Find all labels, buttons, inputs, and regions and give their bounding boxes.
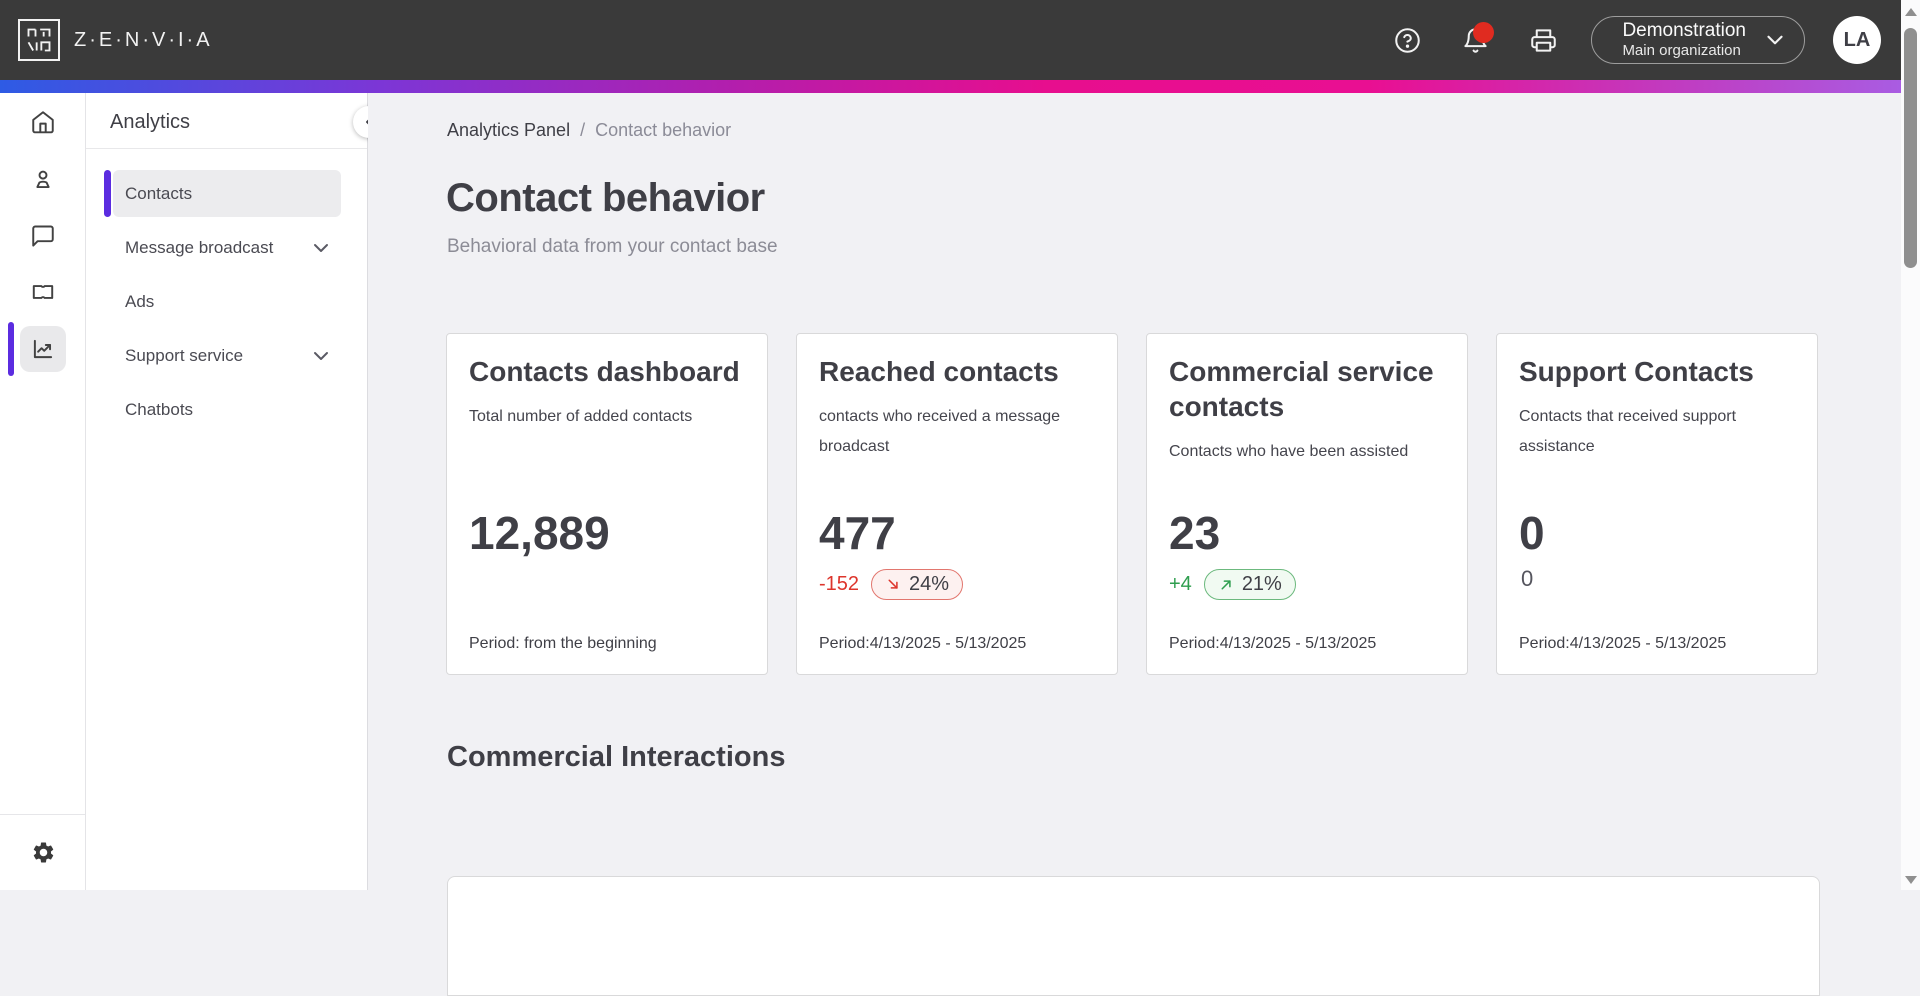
card-period: Period:4/13/2025 - 5/13/2025: [1169, 635, 1377, 652]
breadcrumb-parent-link[interactable]: Analytics Panel: [447, 120, 571, 140]
user-avatar[interactable]: LA: [1833, 16, 1881, 64]
delta-value: -152: [819, 572, 860, 595]
notification-badge: [1473, 22, 1495, 43]
menu-item-label: Ads: [125, 291, 155, 311]
breadcrumb: Analytics Panel / Contact behavior: [447, 120, 731, 141]
trend-row: -152 24%: [819, 568, 964, 600]
print-button[interactable]: [1523, 20, 1563, 60]
trend-row: +4 21%: [1169, 568, 1296, 600]
brand-gradient-bar: [0, 80, 1901, 93]
organization-subtitle: Main organization: [1622, 42, 1741, 60]
trend-percent: 24%: [909, 572, 950, 595]
brand-name: Z·E·N·V·I·A: [74, 28, 213, 51]
notifications-button[interactable]: [1455, 20, 1495, 60]
stat-card-support-contacts: Support Contacts Contacts that received …: [1496, 333, 1818, 675]
menu-item-contacts[interactable]: Contacts: [104, 170, 341, 217]
page-subtitle: Behavioral data from your contact base: [447, 236, 778, 257]
trend-up-arrow-icon: [1218, 576, 1235, 593]
card-description: Contacts that received support assistanc…: [1519, 408, 1737, 455]
rail-tickets-button[interactable]: [20, 269, 66, 315]
menu-item-chatbots[interactable]: Chatbots: [113, 386, 341, 433]
analytics-menu: Contacts Message broadcast Ads Support s…: [86, 170, 367, 440]
rail-home-button[interactable]: [20, 99, 66, 145]
card-period: Period:4/13/2025 - 5/13/2025: [819, 635, 1027, 652]
trend-percent: 21%: [1241, 572, 1282, 595]
card-period: Period:4/13/2025 - 5/13/2025: [1519, 635, 1727, 652]
rail-active-indicator: [8, 322, 14, 376]
rail-divider: [0, 814, 85, 815]
conversations-chat-icon: [30, 223, 56, 249]
stat-card-contacts-dashboard: Contacts dashboard Total number of added…: [446, 333, 768, 675]
scrollbar-up-arrow[interactable]: [1905, 8, 1917, 16]
page-scrollbar[interactable]: [1901, 0, 1920, 890]
rail-analytics-button[interactable]: [20, 326, 66, 372]
trend-badge: 21%: [1203, 568, 1296, 600]
card-description: Contacts who have been assisted: [1169, 443, 1409, 460]
card-value: 12,889: [469, 507, 610, 559]
analytics-chart-icon: [30, 336, 56, 362]
contacts-person-icon: [30, 167, 56, 193]
chevron-down-icon: [1762, 27, 1788, 53]
card-title: Contacts dashboard: [469, 356, 740, 387]
zenvia-logo-icon: [18, 19, 60, 61]
top-bar: Z·E·N·V·I·A: [0, 0, 1901, 80]
menu-item-label: Message broadcast: [125, 237, 274, 257]
scrollbar-down-arrow[interactable]: [1905, 876, 1917, 884]
card-secondary-value: 0: [1521, 566, 1534, 591]
stat-card-commercial-service-contacts: Commercial service contacts Contacts who…: [1146, 333, 1468, 675]
organization-selector[interactable]: Demonstration Main organization: [1591, 16, 1805, 64]
card-period: Period: from the beginning: [469, 635, 657, 652]
breadcrumb-current: Contact behavior: [595, 120, 732, 140]
menu-item-ads[interactable]: Ads: [113, 278, 341, 325]
card-description: Total number of added contacts: [469, 408, 693, 425]
page-title: Contact behavior: [446, 176, 765, 220]
analytics-side-panel: Analytics Contacts Message broadcast Ads…: [86, 93, 368, 890]
panel-divider: [86, 148, 367, 149]
stat-card-reached-contacts: Reached contacts contacts who received a…: [796, 333, 1118, 675]
rail-contacts-button[interactable]: [20, 157, 66, 203]
help-icon: [1394, 27, 1421, 54]
rail-settings-button[interactable]: [20, 829, 66, 875]
trend-badge: 24%: [871, 568, 964, 600]
rail-conversations-button[interactable]: [20, 213, 66, 259]
menu-active-indicator: [104, 170, 111, 217]
brand-logo: Z·E·N·V·I·A: [18, 19, 213, 61]
delta-value: +4: [1169, 572, 1192, 595]
menu-item-label: Chatbots: [125, 399, 194, 419]
menu-item-message-broadcast[interactable]: Message broadcast: [113, 224, 341, 271]
card-value: 477: [819, 507, 896, 559]
commercial-interactions-card: [447, 876, 1820, 996]
chevron-down-icon: [309, 236, 333, 260]
section-title-commercial-interactions: Commercial Interactions: [447, 741, 786, 773]
scrollbar-thumb[interactable]: [1904, 28, 1917, 268]
icon-rail: [0, 93, 86, 890]
help-button[interactable]: [1387, 20, 1427, 60]
trend-down-arrow-icon: [885, 576, 902, 593]
panel-title: Analytics: [110, 111, 191, 133]
card-value: 23: [1169, 507, 1221, 559]
settings-gear-icon: [31, 840, 56, 865]
stat-cards-row: Contacts dashboard Total number of added…: [446, 333, 1818, 675]
card-title: Commercial service contacts: [1169, 356, 1434, 422]
menu-item-label: Contacts: [125, 183, 193, 203]
card-value: 0: [1519, 507, 1545, 559]
menu-item-label: Support service: [125, 345, 244, 365]
card-description: contacts who received a message broadcas…: [819, 408, 1061, 455]
main-content: Analytics Panel / Contact behavior Conta…: [368, 93, 1901, 996]
chevron-down-icon: [309, 344, 333, 368]
ticket-icon: [30, 279, 56, 305]
card-title: Support Contacts: [1519, 356, 1754, 387]
organization-name: Demonstration: [1622, 20, 1746, 42]
printer-icon: [1530, 27, 1557, 54]
card-title: Reached contacts: [819, 356, 1059, 387]
breadcrumb-separator: /: [580, 120, 586, 140]
home-icon: [30, 109, 56, 135]
menu-item-support-service[interactable]: Support service: [113, 332, 341, 379]
